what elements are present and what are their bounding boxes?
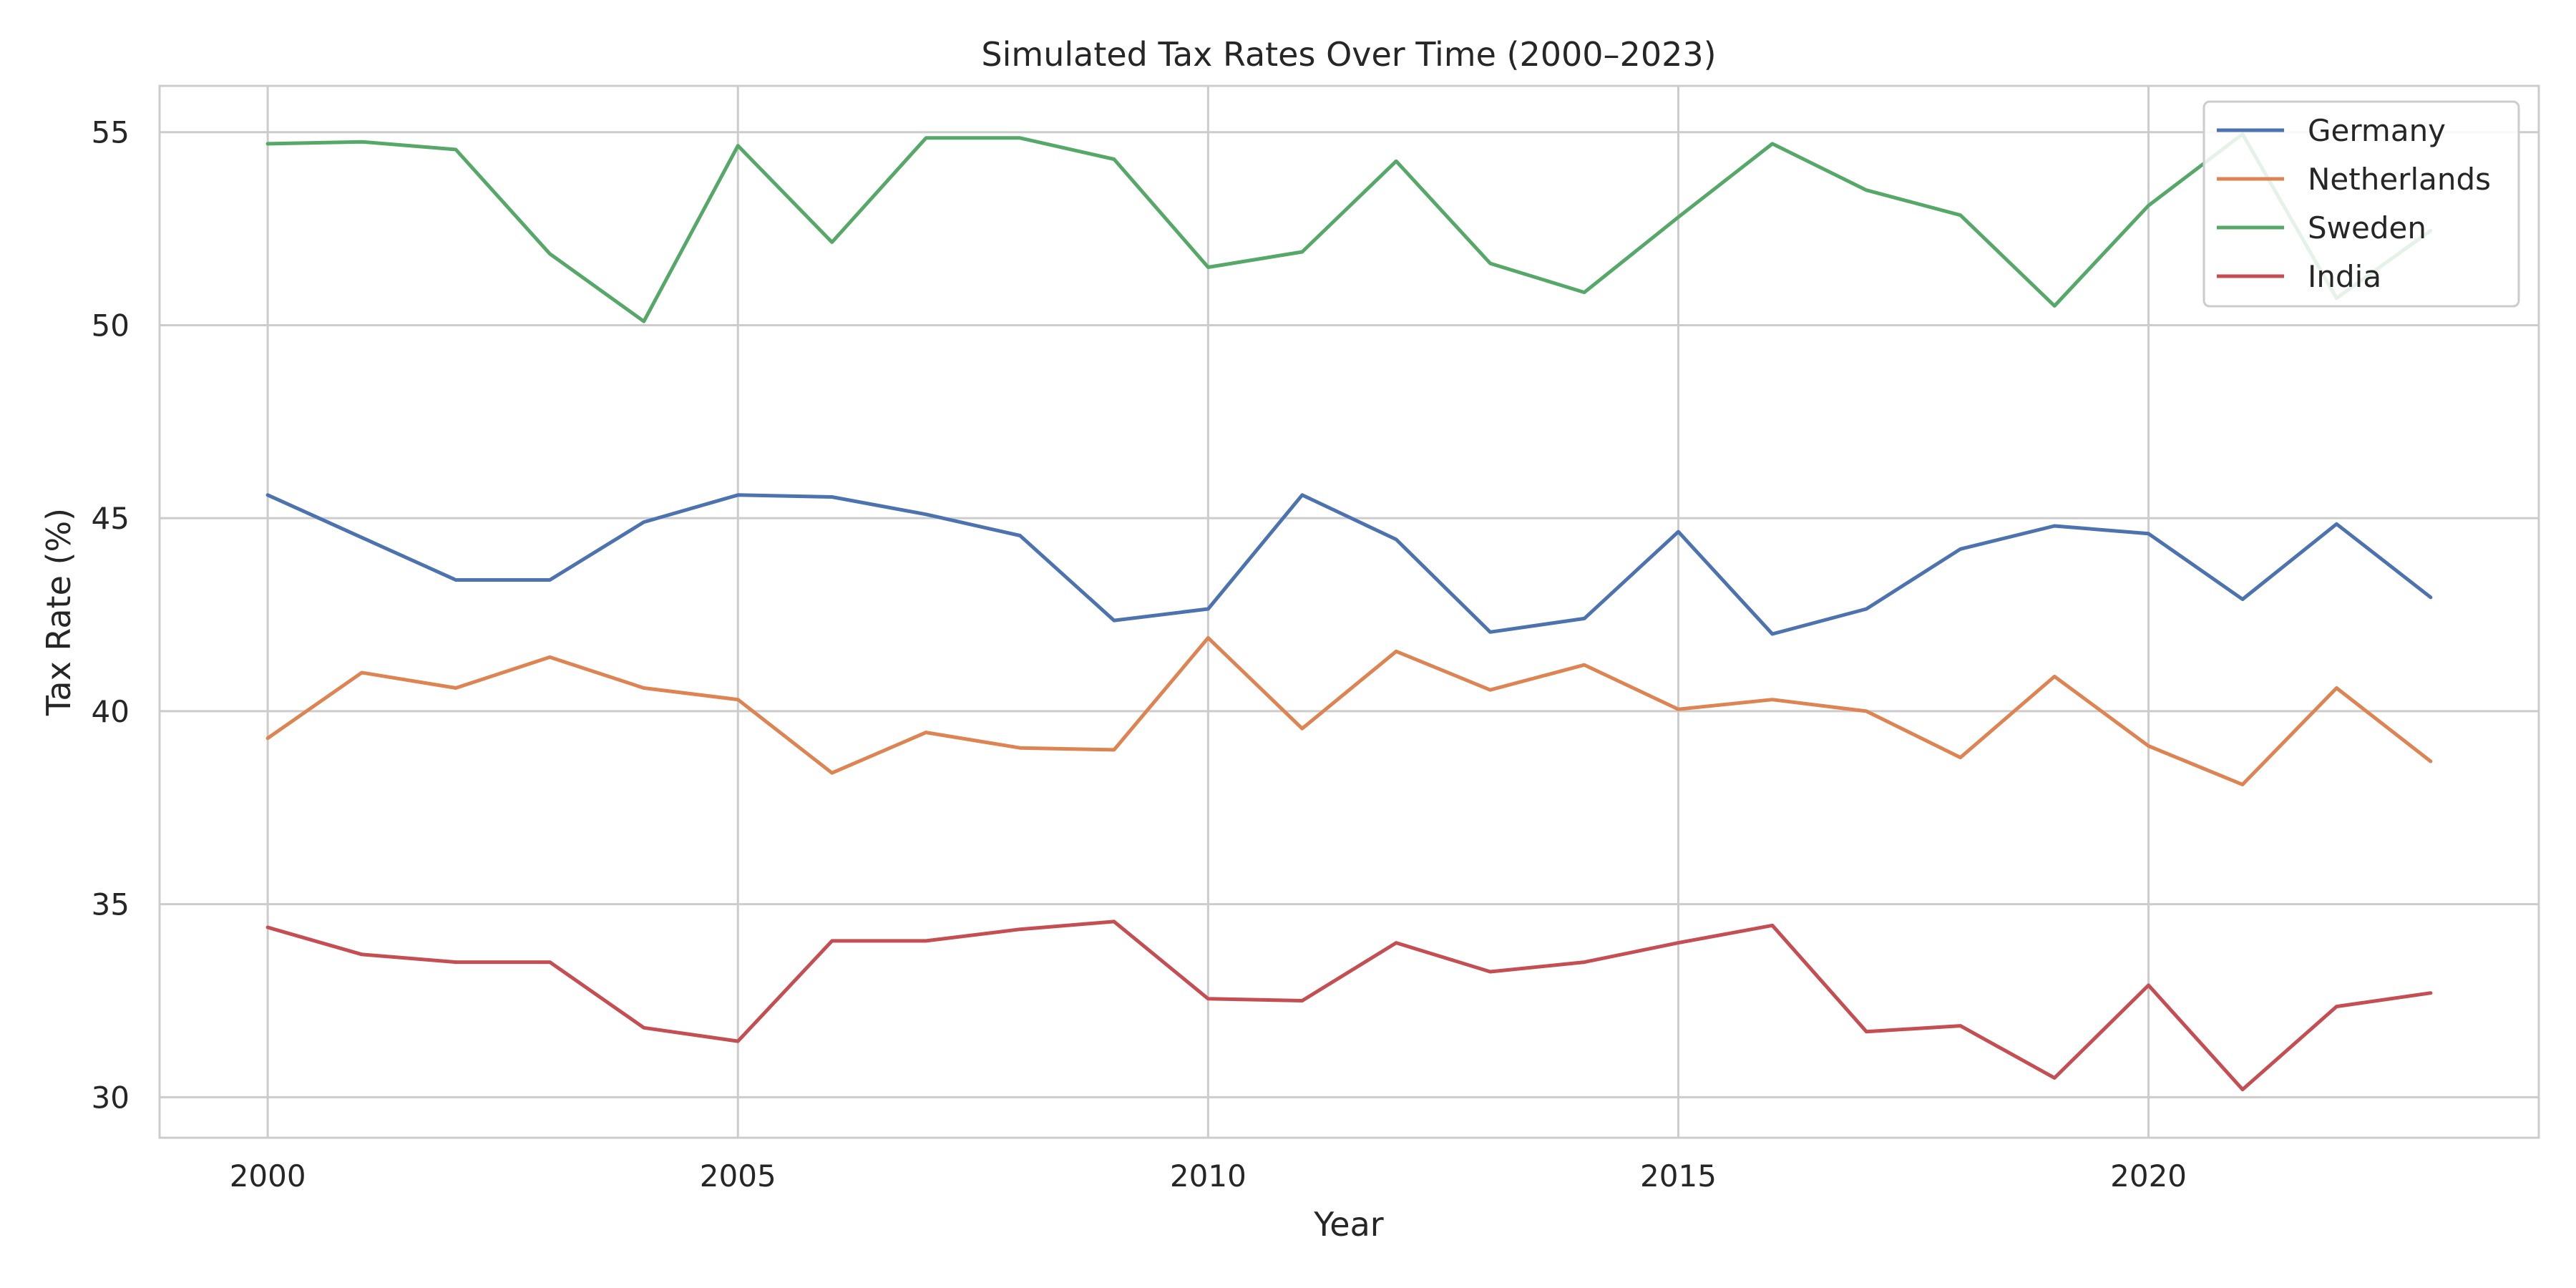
x-tick-label: 2010 bbox=[1170, 1158, 1246, 1194]
x-tick-label: 2000 bbox=[230, 1158, 306, 1194]
legend-label-netherlands: Netherlands bbox=[2308, 162, 2491, 197]
x-tick-label: 2020 bbox=[2110, 1158, 2187, 1194]
chart-title: Simulated Tax Rates Over Time (2000–2023… bbox=[981, 35, 1716, 74]
plot-area-frame bbox=[158, 84, 2540, 1139]
series-line-sweden bbox=[265, 132, 2433, 323]
legend: Germany Netherlands Sweden India bbox=[2202, 100, 2520, 308]
series-line-netherlands bbox=[265, 635, 2433, 786]
x-tick-label: 2015 bbox=[1640, 1158, 1717, 1194]
legend-label-india: India bbox=[2308, 259, 2381, 294]
legend-entries: Germany Netherlands Sweden India bbox=[2217, 113, 2491, 294]
y-tick-label: 40 bbox=[92, 694, 130, 729]
y-tick-label: 30 bbox=[92, 1080, 130, 1115]
y-axis-label: Tax Rate (%) bbox=[39, 508, 78, 716]
x-axis-label: Year bbox=[1313, 1205, 1383, 1244]
legend-box bbox=[2202, 100, 2520, 308]
y-tick-label: 45 bbox=[92, 501, 130, 536]
x-tick-label: 2005 bbox=[700, 1158, 776, 1194]
tick-labels: 2000 2005 2010 2015 2020 30 35 40 45 50 55 bbox=[92, 115, 2187, 1194]
y-tick-label: 55 bbox=[92, 115, 130, 150]
legend-label-germany: Germany bbox=[2308, 113, 2446, 148]
series-line-india bbox=[265, 919, 2433, 1092]
plot-area-background bbox=[160, 86, 2539, 1138]
legend-label-sweden: Sweden bbox=[2308, 210, 2426, 245]
series-lines bbox=[265, 132, 2433, 1092]
y-tick-label: 35 bbox=[92, 887, 130, 922]
y-tick-label: 50 bbox=[92, 308, 130, 343]
series-line-germany bbox=[265, 493, 2433, 636]
